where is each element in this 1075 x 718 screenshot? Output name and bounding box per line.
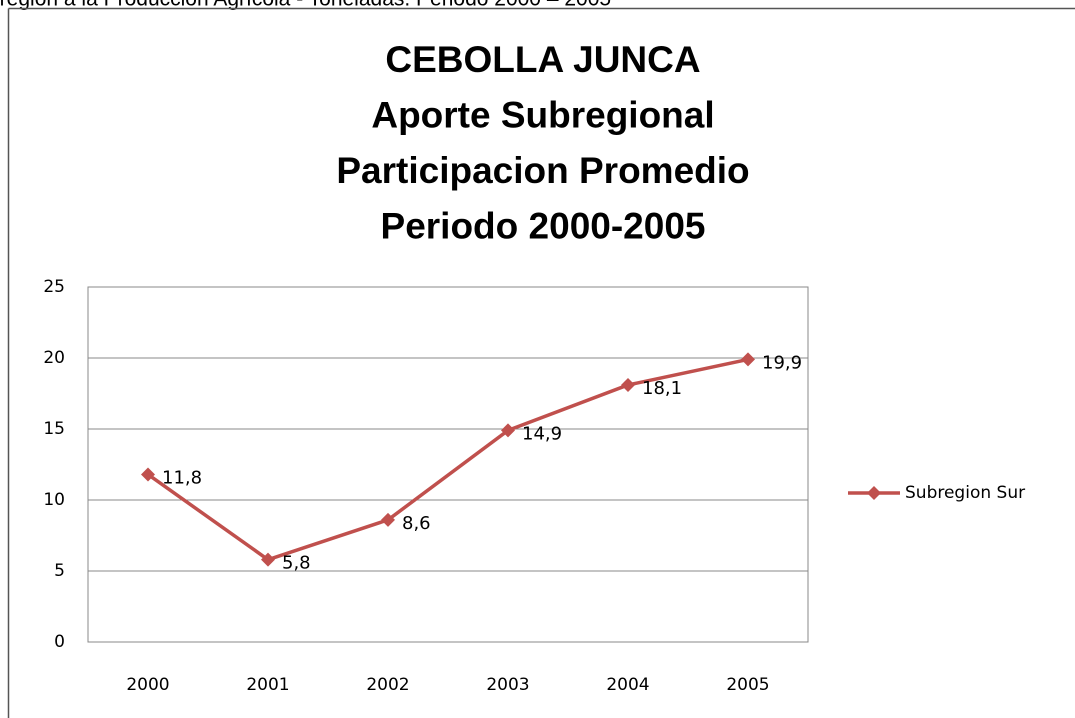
data-label: 5,8 <box>282 553 311 574</box>
x-tick-label: 2004 <box>606 675 649 695</box>
x-tick-label: 2001 <box>246 675 289 695</box>
y-tick-label: 20 <box>43 348 65 368</box>
y-tick-label: 15 <box>43 419 65 439</box>
marker <box>621 377 635 392</box>
y-tick-label: 0 <box>54 632 65 652</box>
x-tick-label: 2000 <box>126 675 169 695</box>
data-label: 18,1 <box>642 378 682 399</box>
y-tick-label: 25 <box>43 277 65 297</box>
chart-title: CEBOLLA JUNCA <box>385 39 700 80</box>
marker <box>741 352 755 367</box>
marker <box>381 512 395 527</box>
legend-label: Subregion Sur <box>905 483 1025 503</box>
chart-title: Aporte Subregional <box>371 94 714 135</box>
data-label: 14,9 <box>522 423 562 444</box>
marker <box>501 423 515 438</box>
y-tick-label: 10 <box>43 490 65 510</box>
legend-marker <box>867 486 881 500</box>
x-tick-label: 2005 <box>726 675 769 695</box>
page-header: bregión a la Producción Agrícola - Tonel… <box>0 0 611 11</box>
data-label: 8,6 <box>402 513 431 534</box>
y-tick-label: 5 <box>54 561 65 581</box>
plot-area <box>87 286 809 643</box>
data-label: 11,8 <box>162 467 202 488</box>
x-tick-label: 2003 <box>486 675 529 695</box>
series-line <box>146 357 749 562</box>
chart-title: Participacion Promedio <box>336 150 749 191</box>
data-label: 19,9 <box>762 352 802 373</box>
x-tick-label: 2002 <box>366 675 409 695</box>
marker <box>261 552 275 567</box>
chart-title: Periodo 2000-2005 <box>381 205 706 246</box>
marker <box>141 467 155 482</box>
